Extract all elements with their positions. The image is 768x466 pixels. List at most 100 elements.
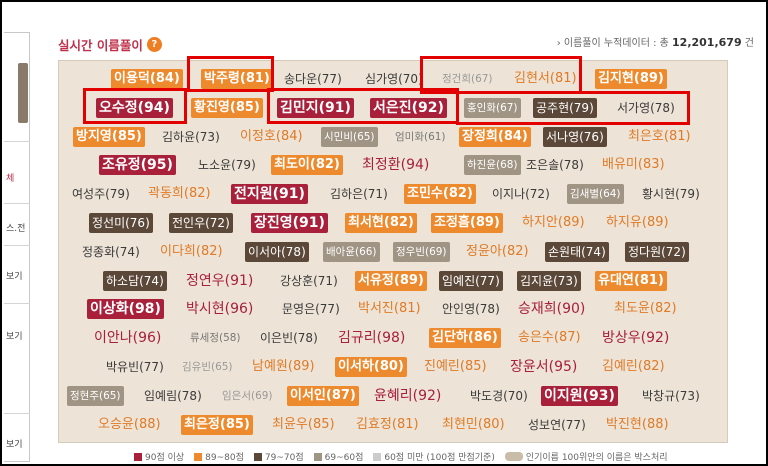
name-entry[interactable]: 황진영(85) [191, 97, 263, 118]
name-entry[interactable]: 장진영(91) [251, 213, 328, 233]
name-entry[interactable]: 윤혜리(92) [374, 387, 442, 404]
name-entry[interactable]: 정현주(65) [67, 385, 124, 406]
name-entry[interactable]: 이안나(96) [94, 330, 162, 347]
name-entry[interactable]: 하지안(89) [522, 215, 585, 230]
name-entry[interactable]: 정종화(74) [82, 244, 140, 259]
name-entry[interactable]: 최서현(82) [345, 213, 417, 233]
name-entry[interactable]: 조정흠(89) [431, 213, 503, 233]
name-entry[interactable]: 최도이(82) [271, 155, 343, 176]
name-entry[interactable]: 이은빈(78) [260, 331, 318, 346]
name-entry[interactable]: 최은정(85) [181, 414, 253, 435]
name-entry[interactable]: 이서아(78) [245, 241, 309, 262]
name-entry[interactable]: 서나영(76) [543, 126, 607, 147]
sidebar-label-3[interactable]: 보기 [6, 272, 23, 282]
name-entry[interactable]: 이지나(72) [492, 187, 550, 202]
name-entry[interactable]: 이용덕(84) [111, 69, 183, 89]
sidebar-label-2[interactable]: 스.전 [6, 224, 26, 234]
name-entry[interactable]: 이다희(82) [160, 243, 223, 259]
name-entry[interactable]: 장정희(84) [459, 126, 531, 147]
name-entry[interactable]: 최도윤(82) [614, 301, 677, 317]
name-entry[interactable]: 엄미화(61) [395, 130, 446, 143]
name-entry[interactable]: 조민수(82) [404, 184, 476, 205]
name-entry[interactable]: 박주령(81) [201, 69, 273, 89]
name-entry[interactable]: 최윤우(85) [272, 416, 335, 432]
name-entry[interactable]: 노소윤(79) [198, 158, 256, 173]
name-entry[interactable]: 하진윤(68) [464, 155, 521, 176]
name-entry[interactable]: 장윤서(95) [510, 359, 578, 375]
name-entry[interactable]: 김단하(86) [429, 328, 501, 349]
name-entry[interactable]: 박도경(70) [470, 388, 528, 403]
sidebar-label-5[interactable]: 보기 [6, 440, 23, 450]
name-entry[interactable]: 조은솔(78) [526, 158, 584, 173]
name-entry[interactable]: 임예림(78) [144, 388, 202, 403]
name-entry[interactable]: 이정호(84) [240, 128, 303, 144]
name-entry[interactable]: 정윤아(82) [466, 243, 529, 259]
name-entry[interactable]: 황시현(79) [642, 187, 700, 202]
name-entry[interactable]: 오승윤(88) [98, 416, 161, 432]
name-entry[interactable]: 박시현(96) [186, 301, 254, 318]
name-entry[interactable]: 최은호(81) [628, 128, 691, 144]
name-entry[interactable]: 안인영(78) [442, 302, 500, 317]
name-entry[interactable]: 김지현(89) [595, 69, 667, 89]
name-entry[interactable]: 배아윤(66) [323, 241, 380, 262]
name-entry[interactable]: 하소담(74) [103, 270, 167, 291]
name-entry[interactable]: 류세정(58) [190, 332, 241, 345]
name-entry[interactable]: 강상훈(71) [280, 273, 338, 288]
name-entry[interactable]: 성보연(77) [528, 417, 586, 432]
name-entry[interactable]: 여성주(79) [72, 187, 130, 202]
name-entry[interactable]: 임예진(77) [439, 270, 503, 291]
name-entry[interactable]: 손원태(74) [545, 241, 609, 262]
name-entry[interactable]: 박창규(73) [642, 388, 700, 403]
name-entry[interactable]: 공주현(79) [533, 97, 597, 118]
name-entry[interactable]: 김규리(98) [338, 330, 406, 347]
name-entry[interactable]: 남예원(89) [252, 359, 315, 374]
name-entry[interactable]: 박진현(88) [606, 416, 669, 432]
name-entry[interactable]: 문영은(77) [282, 302, 340, 317]
name-entry[interactable]: 송다운(77) [284, 72, 342, 86]
name-entry[interactable]: 서유정(89) [355, 270, 427, 291]
question-icon[interactable]: ? [146, 37, 162, 52]
name-entry[interactable]: 김하은(71) [330, 187, 388, 202]
name-entry[interactable]: 김현서(81) [514, 71, 577, 86]
name-entry[interactable]: 박유빈(77) [106, 360, 164, 374]
name-entry[interactable]: 최정환(94) [362, 157, 430, 174]
name-entry[interactable]: 전지원(91) [231, 184, 308, 205]
name-entry[interactable]: 유대연(81) [595, 270, 667, 291]
sidebar-label-1[interactable]: 체 [6, 174, 15, 184]
name-entry[interactable]: 곽동희(82) [148, 186, 211, 202]
name-entry[interactable]: 정건희(67) [442, 73, 493, 85]
name-entry[interactable]: 이상화(98) [87, 299, 164, 320]
name-entry[interactable]: 김지윤(73) [517, 270, 581, 291]
name-entry[interactable]: 전인우(72) [169, 213, 233, 233]
name-entry[interactable]: 조유정(95) [99, 155, 176, 176]
name-entry[interactable]: 하지유(89) [606, 215, 669, 230]
name-entry[interactable]: 이지원(93) [541, 385, 618, 406]
name-entry[interactable]: 정다원(72) [625, 241, 689, 262]
name-entry[interactable]: 이서인(87) [287, 385, 359, 406]
name-entry[interactable]: 정연우(91) [186, 272, 254, 289]
name-entry[interactable]: 최현민(80) [442, 416, 505, 432]
name-entry[interactable]: 홍인화(67) [464, 97, 521, 118]
sidebar-scroll-handle[interactable] [18, 63, 28, 123]
name-entry[interactable]: 송은수(87) [518, 330, 581, 346]
name-entry[interactable]: 김하윤(73) [162, 129, 220, 144]
name-entry[interactable]: 김예린(82) [602, 359, 665, 374]
name-entry[interactable]: 승재희(90) [518, 301, 586, 318]
name-entry[interactable]: 김민지(91) [277, 97, 354, 118]
name-entry[interactable]: 방지영(85) [73, 126, 145, 147]
name-entry[interactable]: 서은진(92) [370, 97, 447, 118]
name-entry[interactable]: 정우빈(69) [393, 241, 450, 262]
name-entry[interactable]: 심가영(70) [365, 72, 423, 86]
name-entry[interactable]: 시민비(65) [321, 126, 378, 147]
name-entry[interactable]: 서가영(78) [617, 100, 675, 115]
name-entry[interactable]: 진예린(85) [424, 359, 487, 374]
name-entry[interactable]: 이서하(80) [335, 357, 407, 377]
name-entry[interactable]: 임은서(69) [222, 389, 273, 402]
name-entry[interactable]: 김새별(64) [567, 184, 624, 205]
name-entry[interactable]: 배유미(83) [602, 157, 665, 173]
name-entry[interactable]: 김유빈(65) [182, 361, 233, 373]
name-entry[interactable]: 오수정(94) [96, 97, 173, 118]
name-entry[interactable]: 방상우(92) [602, 330, 670, 347]
name-entry[interactable]: 정선미(76) [89, 213, 153, 233]
name-entry[interactable]: 김효정(81) [356, 416, 419, 432]
